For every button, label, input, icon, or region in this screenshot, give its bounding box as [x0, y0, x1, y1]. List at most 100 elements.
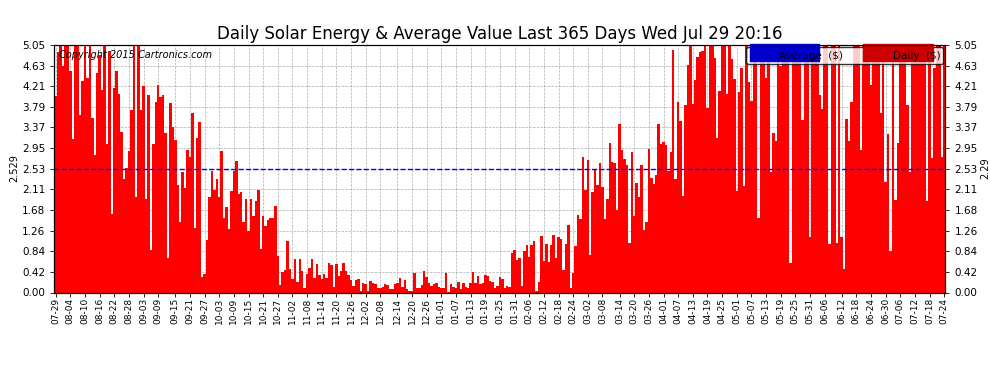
- Text: 2.29: 2.29: [980, 158, 990, 179]
- Bar: [574, 246, 577, 292]
- Bar: [308, 267, 311, 292]
- Bar: [528, 257, 531, 292]
- Bar: [907, 105, 909, 292]
- Bar: [113, 88, 116, 292]
- Bar: [271, 218, 274, 292]
- Bar: [233, 171, 235, 292]
- Bar: [794, 45, 797, 292]
- Bar: [719, 91, 721, 292]
- Bar: [679, 121, 682, 292]
- Bar: [819, 95, 821, 292]
- Bar: [152, 144, 154, 292]
- Bar: [509, 287, 511, 292]
- Bar: [911, 45, 914, 292]
- Bar: [916, 55, 919, 292]
- Bar: [369, 281, 372, 292]
- Bar: [108, 51, 111, 292]
- Bar: [426, 277, 428, 292]
- Bar: [760, 45, 762, 292]
- Bar: [181, 172, 184, 292]
- Bar: [514, 250, 516, 292]
- Bar: [359, 291, 362, 292]
- Bar: [454, 288, 457, 292]
- Bar: [443, 288, 446, 292]
- Bar: [650, 178, 652, 292]
- Bar: [54, 96, 56, 292]
- Bar: [406, 288, 409, 292]
- Bar: [267, 220, 269, 292]
- Bar: [842, 268, 845, 292]
- Bar: [694, 80, 696, 292]
- Bar: [349, 280, 352, 292]
- Bar: [328, 263, 331, 292]
- Bar: [699, 53, 701, 292]
- Bar: [111, 214, 113, 292]
- Bar: [462, 284, 464, 292]
- Bar: [501, 279, 504, 292]
- Bar: [421, 285, 423, 292]
- Bar: [792, 45, 794, 292]
- Bar: [231, 190, 233, 292]
- Bar: [559, 239, 562, 292]
- Bar: [596, 186, 599, 292]
- Bar: [404, 280, 406, 292]
- Bar: [804, 50, 806, 292]
- Bar: [552, 235, 554, 292]
- Bar: [126, 168, 128, 292]
- Bar: [474, 283, 477, 292]
- Bar: [736, 191, 738, 292]
- Bar: [240, 192, 243, 292]
- Bar: [354, 280, 357, 292]
- Bar: [98, 54, 101, 292]
- Bar: [662, 142, 664, 292]
- Bar: [486, 276, 489, 292]
- Bar: [89, 45, 91, 292]
- Bar: [667, 171, 669, 292]
- Bar: [806, 45, 809, 292]
- Bar: [554, 258, 557, 292]
- Bar: [149, 251, 152, 292]
- Bar: [103, 45, 106, 292]
- Bar: [772, 133, 774, 292]
- Bar: [433, 284, 436, 292]
- Bar: [526, 245, 528, 292]
- Bar: [882, 50, 884, 292]
- Bar: [591, 192, 594, 292]
- Bar: [865, 45, 867, 292]
- Bar: [333, 287, 336, 292]
- Bar: [482, 283, 484, 292]
- Bar: [757, 219, 760, 292]
- Bar: [499, 277, 501, 292]
- Bar: [870, 85, 872, 292]
- Bar: [829, 244, 831, 292]
- Bar: [238, 194, 240, 292]
- Bar: [128, 152, 130, 292]
- Bar: [446, 273, 447, 292]
- Bar: [518, 258, 521, 292]
- Bar: [164, 133, 166, 292]
- Bar: [789, 263, 792, 292]
- Bar: [521, 286, 523, 292]
- Bar: [684, 105, 687, 292]
- Bar: [852, 45, 855, 292]
- Bar: [372, 283, 374, 292]
- Bar: [516, 260, 518, 292]
- Bar: [452, 287, 454, 292]
- Bar: [201, 277, 203, 292]
- Bar: [914, 45, 916, 292]
- Bar: [262, 216, 264, 292]
- Bar: [939, 45, 940, 292]
- Bar: [159, 97, 161, 292]
- Bar: [316, 264, 318, 292]
- Bar: [367, 291, 369, 292]
- Bar: [784, 45, 787, 292]
- Bar: [362, 283, 364, 292]
- Bar: [249, 199, 252, 292]
- Bar: [536, 291, 538, 292]
- Text: 2.529: 2.529: [9, 154, 20, 183]
- Bar: [543, 261, 545, 292]
- Bar: [711, 45, 714, 292]
- Bar: [106, 144, 108, 292]
- Bar: [934, 68, 936, 292]
- Bar: [343, 263, 345, 292]
